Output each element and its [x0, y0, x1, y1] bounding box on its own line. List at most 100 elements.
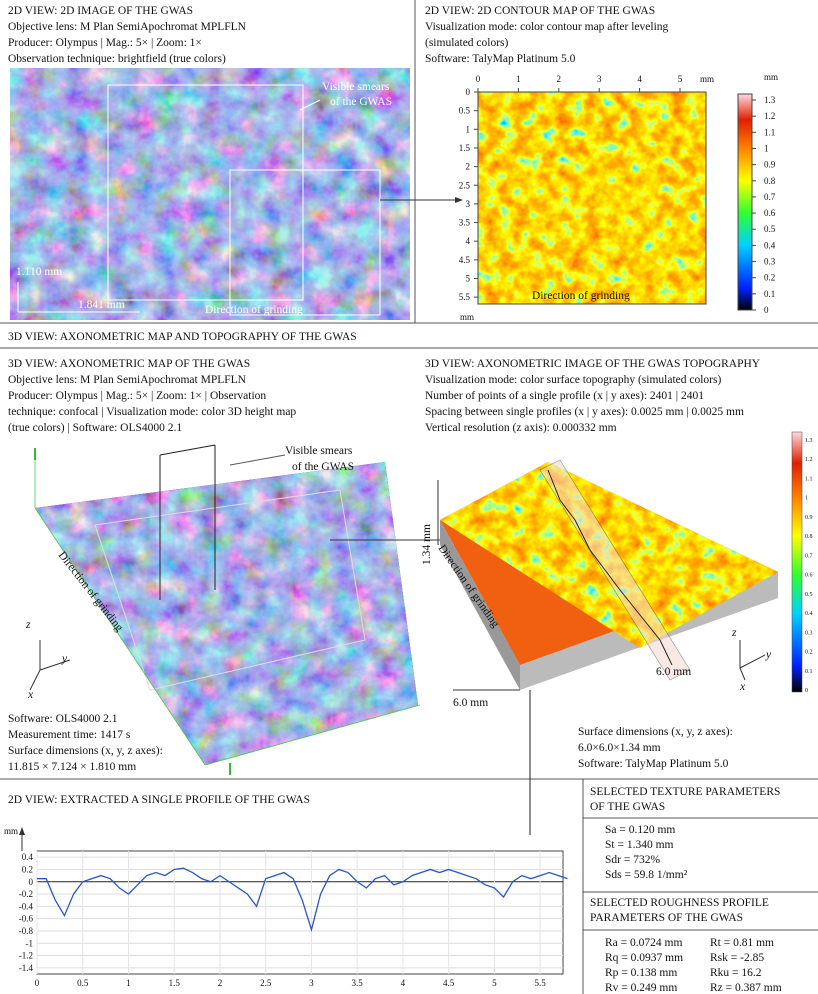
colorbar-label: 1.3: [805, 438, 813, 444]
colorbar-label: 1: [805, 496, 808, 502]
panel-info: Visualization mode: color contour map af…: [425, 21, 669, 33]
x-tick-label: 5: [492, 978, 497, 988]
axis-letter: z: [25, 619, 31, 631]
y-tick-label: 2: [466, 162, 471, 172]
panel-info: technique: confocal | Visualization mode…: [8, 406, 296, 418]
axis-unit: mm: [460, 312, 474, 322]
annotation: Direction of grinding: [532, 290, 630, 302]
panel-info: Spacing between single profiles (x | y a…: [425, 406, 744, 418]
axis-letter: y: [765, 649, 772, 661]
y-tick-label: -0.6: [19, 914, 34, 924]
parameter: Sdr = 732%: [605, 854, 660, 866]
x-tick-label: 1.5: [169, 978, 181, 988]
panel-info: Software: TalyMap Platinum 5.0: [425, 53, 576, 65]
colorbar-label: 0: [764, 305, 769, 315]
scale-label: 1.110 mm: [16, 266, 62, 278]
parameter: Rp = 0.138 mm: [605, 967, 677, 979]
panel-title: 2D VIEW: 2D IMAGE OF THE GWAS: [8, 5, 193, 17]
annotation: Visible smears: [322, 81, 390, 93]
panel-info: Surface dimensions (x, y, z axes):: [578, 726, 733, 738]
annotation: of the GWAS: [292, 461, 354, 473]
panel-info: 11.815 × 7.124 × 1.810 mm: [8, 761, 136, 773]
y-tick-label: 4: [466, 236, 471, 246]
y-tick-label: 0.2: [22, 864, 33, 874]
colorbar-label: 0.3: [805, 630, 813, 636]
colorbar-label: 1.1: [764, 127, 775, 137]
parameter: Rv = 0.249 mm: [605, 982, 677, 994]
colorbar-label: 0.5: [805, 592, 813, 598]
x-tick-label: 4.5: [443, 978, 455, 988]
axis-letter: x: [27, 689, 34, 701]
x-tick-label: 1: [126, 978, 131, 988]
scale-label: 1.841 mm: [78, 299, 125, 311]
x-tick-label: 3.5: [352, 978, 364, 988]
colorbar-label: 0: [805, 688, 808, 694]
panel-info: (true colors) | Software: OLS4000 2.1: [8, 422, 182, 434]
annotation: Visible smears: [285, 445, 353, 457]
x-tick-label: 4: [637, 74, 642, 84]
parameter: St = 1.340 mm: [605, 839, 674, 851]
colorbar-label: 1.1: [805, 476, 813, 482]
colorbar-label: 0.1: [805, 669, 813, 675]
x-tick-label: 0: [476, 74, 481, 84]
panel-info: Number of points of a single profile (x …: [425, 390, 704, 402]
axis-triad: [740, 640, 765, 680]
panel-info: 6.0×6.0×1.34 mm: [578, 742, 661, 754]
y-tick-label: 3.5: [459, 218, 471, 228]
figure: 2D VIEW: 2D IMAGE OF THE GWAS Objective l…: [0, 0, 818, 994]
y-tick-label: 0.4: [22, 852, 34, 862]
panel-info: Producer: Olympus | Mag.: 5× | Zoom: 1×: [8, 37, 202, 49]
panel-info: (simulated colors): [425, 37, 509, 49]
colorbar-label: 0.8: [805, 534, 813, 540]
x-tick-label: 2: [557, 74, 562, 84]
colorbar-label: 0.4: [805, 611, 813, 617]
y-tick-label: 4.5: [459, 255, 471, 265]
y-tick-label: 5: [466, 274, 471, 284]
colorbar-label: 1.3: [764, 95, 776, 105]
y-tick-label: -0.4: [19, 901, 34, 911]
panel-title: 2D VIEW: 2D CONTOUR MAP OF THE GWAS: [425, 5, 655, 17]
panel-info: Vertical resolution (z axis): 0.000332 m…: [425, 422, 617, 434]
profile-line: [37, 868, 568, 930]
colorbar-label: 0.9: [805, 515, 813, 521]
dimension-label: 1.34 mm: [421, 524, 433, 565]
panel-title: 2D VIEW: EXTRACTED A SINGLE PROFILE OF T…: [8, 794, 310, 806]
colorbar-label: 0.3: [764, 257, 776, 267]
colorbar-label: 0.5: [764, 224, 776, 234]
parameter: Ra = 0.0724 mm: [605, 937, 682, 949]
y-tick-label: -1.2: [19, 951, 33, 961]
box-title: SELECTED ROUGHNESS PROFILE: [590, 897, 769, 909]
axis-letter: z: [731, 627, 737, 639]
colorbar-label: 0.1: [764, 289, 775, 299]
x-tick-label: 0: [35, 978, 40, 988]
colorbar-label: 1: [764, 143, 769, 153]
colorbar-label: 0.2: [805, 650, 813, 656]
colorbar-label: 0.4: [764, 240, 776, 250]
colorbar-label: 0.7: [764, 192, 776, 202]
parameter: Sa = 0.120 mm: [605, 824, 675, 836]
y-tick-label: -1.4: [19, 963, 34, 973]
colorbar-label: 1.2: [764, 111, 775, 121]
colorbar-label: 0.8: [764, 176, 776, 186]
panel-info: Objective lens: M Plan SemiApochromat MP…: [8, 374, 247, 386]
parameter: Rt = 0.81 mm: [710, 937, 774, 949]
panel-title: 3D VIEW: AXONOMETRIC MAP OF THE GWAS: [8, 358, 250, 370]
leader: [230, 455, 285, 465]
x-tick-label: 4: [401, 978, 406, 988]
y-tick-label: 1: [466, 124, 471, 134]
x-tick-label: 3: [597, 74, 602, 84]
x-tick-label: 2.5: [260, 978, 272, 988]
smear-frame: [160, 445, 215, 455]
dimension-label: 6.0 mm: [656, 666, 691, 678]
parameter: Rq = 0.0937 mm: [605, 952, 683, 964]
colorbar-label: 0.9: [764, 160, 776, 170]
panel-info: Surface dimensions (x, y, z axes):: [8, 745, 163, 757]
y-tick-label: 3: [466, 199, 471, 209]
axis-letter: x: [739, 681, 746, 693]
colorbar-label: 1.2: [805, 457, 813, 463]
parameter: Rz = 0.387 mm: [710, 982, 782, 994]
panel-info: Observation technique: brightfield (true…: [8, 53, 226, 65]
y-tick-label: 1.5: [459, 143, 471, 153]
panel-info: Measurement time: 1417 s: [8, 729, 131, 741]
y-tick-label: 0: [29, 877, 34, 887]
